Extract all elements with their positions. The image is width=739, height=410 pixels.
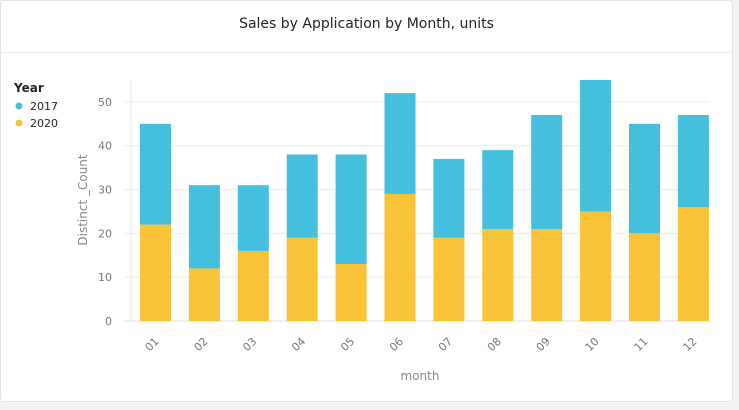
bar-2020-07[interactable] [433, 237, 465, 321]
bar-2020-09[interactable] [531, 228, 563, 321]
bar-2020-08[interactable] [482, 228, 514, 321]
y-tick-label: 10 [98, 271, 112, 284]
legend-label-2020[interactable]: 2020 [30, 117, 58, 130]
bar-2017-06[interactable] [384, 93, 416, 194]
y-tick-label: 20 [98, 227, 112, 240]
bar-2017-11[interactable] [629, 123, 660, 234]
chart-header: Sales by Application by Month, units [1, 1, 732, 53]
bar-2020-01[interactable] [140, 224, 171, 321]
bar-2017-05[interactable] [335, 154, 367, 265]
x-tick-label: 08 [485, 335, 504, 354]
y-tick-label: 0 [105, 315, 112, 328]
bar-2020-10[interactable] [580, 211, 612, 321]
legend-label-2017[interactable]: 2017 [30, 100, 58, 113]
bar-2020-02[interactable] [188, 268, 220, 321]
y-axis: 0 10 20 30 40 50 [98, 96, 112, 328]
legend-swatch-2020 [15, 119, 23, 127]
bar-2017-12[interactable] [677, 115, 709, 208]
bar-2017-01[interactable] [140, 123, 171, 225]
bar-2017-02[interactable] [188, 185, 220, 269]
x-tick-label: 01 [143, 335, 162, 354]
bar-2020-03[interactable] [237, 250, 269, 321]
bar-2017-04[interactable] [286, 154, 318, 238]
legend: Year 2017 2020 [13, 81, 58, 130]
y-tick-label: 50 [98, 96, 112, 109]
bar-2017-08[interactable] [482, 150, 514, 229]
x-tick-label: 02 [191, 335, 210, 354]
bar-2017-10[interactable] [580, 80, 612, 212]
x-axis-title: month [401, 369, 440, 383]
y-tick-label: 40 [98, 140, 112, 153]
bar-2020-05[interactable] [335, 264, 367, 321]
x-tick-label: 10 [583, 335, 602, 354]
x-tick-label: 12 [680, 335, 699, 354]
bar-2017-09[interactable] [531, 115, 563, 229]
x-tick-label: 11 [632, 335, 651, 354]
bars [140, 80, 709, 321]
legend-title: Year [13, 81, 44, 95]
bar-2020-11[interactable] [629, 233, 660, 321]
x-tick-label: 04 [289, 335, 308, 354]
y-axis-title: Distinct _Count [76, 154, 90, 246]
gridlines [124, 80, 710, 322]
x-tick-label: 05 [338, 335, 357, 354]
x-tick-label: 03 [240, 335, 259, 354]
bar-2017-07[interactable] [433, 158, 465, 238]
x-tick-label: 06 [387, 335, 406, 354]
bar-2017-03[interactable] [237, 185, 269, 251]
bar-2020-06[interactable] [384, 193, 416, 321]
x-axis: 01 02 03 04 05 06 07 08 09 10 11 12 [143, 335, 700, 354]
x-tick-label: 07 [436, 335, 455, 354]
legend-swatch-2017 [15, 102, 23, 110]
y-tick-label: 30 [98, 184, 112, 197]
x-tick-label: 09 [534, 335, 553, 354]
bar-2020-04[interactable] [286, 237, 318, 321]
chart-title: Sales by Application by Month, units [239, 16, 494, 32]
bar-2020-12[interactable] [677, 207, 709, 321]
